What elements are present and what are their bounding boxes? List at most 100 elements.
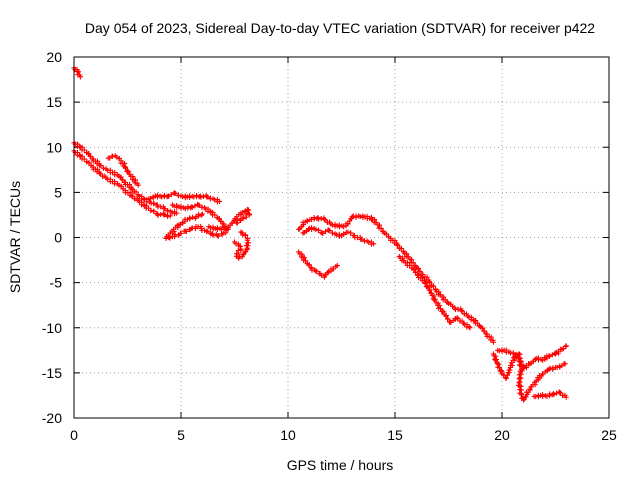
series-segment-11to14b xyxy=(296,213,375,232)
data-point xyxy=(129,186,135,192)
data-point xyxy=(165,208,171,214)
data-point xyxy=(167,213,173,219)
y-tick-label: 0 xyxy=(54,230,62,246)
data-point xyxy=(208,231,214,237)
data-point xyxy=(187,216,193,222)
data-point xyxy=(329,230,336,236)
data-point xyxy=(168,192,174,198)
series-descent-lower xyxy=(71,148,173,219)
data-point xyxy=(141,202,147,208)
series-hump-2h xyxy=(105,153,141,188)
y-tick-label: -15 xyxy=(42,365,62,381)
data-point xyxy=(151,208,157,214)
data-point xyxy=(345,229,351,235)
data-point xyxy=(341,224,347,230)
data-point xyxy=(348,230,354,236)
data-point xyxy=(174,210,180,216)
data-point xyxy=(326,269,332,275)
data-point xyxy=(398,245,405,252)
data-point xyxy=(148,207,154,214)
data-point xyxy=(563,343,569,349)
data-point xyxy=(205,194,211,200)
data-point xyxy=(496,361,502,367)
data-point xyxy=(315,227,322,233)
data-point xyxy=(479,325,485,331)
data-point xyxy=(86,160,92,166)
data-point xyxy=(234,220,240,226)
data-point xyxy=(145,205,152,211)
y-tick-label: 5 xyxy=(54,184,62,200)
data-point xyxy=(122,160,128,167)
data-point xyxy=(123,165,129,171)
data-point xyxy=(308,264,314,271)
data-point xyxy=(186,226,193,232)
data-point xyxy=(470,317,476,323)
data-point xyxy=(240,252,246,258)
data-point xyxy=(563,394,569,400)
data-point xyxy=(239,210,246,216)
data-point xyxy=(467,325,473,331)
data-point xyxy=(458,308,464,314)
data-point xyxy=(98,163,104,169)
data-point xyxy=(245,240,251,246)
data-point xyxy=(371,241,377,247)
data-point xyxy=(540,357,546,363)
data-point xyxy=(199,211,205,217)
plot-frame xyxy=(73,56,610,419)
series-start xyxy=(71,65,84,80)
data-point xyxy=(411,266,417,273)
data-point xyxy=(118,183,124,189)
data-point xyxy=(359,236,365,242)
data-point xyxy=(426,287,432,293)
data-point xyxy=(327,228,333,234)
data-point xyxy=(198,212,204,218)
series-descent-14to20b xyxy=(396,253,473,331)
data-point xyxy=(454,315,460,321)
series-cluster-19to23b xyxy=(495,343,569,371)
data-point xyxy=(341,231,347,237)
x-tick-label: 15 xyxy=(387,427,403,443)
x-tick-label: 25 xyxy=(601,427,617,443)
data-point xyxy=(378,225,384,232)
data-point xyxy=(436,302,442,309)
data-point xyxy=(320,230,326,236)
data-point xyxy=(189,214,196,220)
series-tail-8h xyxy=(231,229,251,261)
data-point xyxy=(417,268,423,275)
data-point xyxy=(245,207,252,213)
data-point xyxy=(175,192,181,198)
series-segment-11to14c xyxy=(300,225,377,247)
series-band-4to6 xyxy=(146,190,223,205)
data-point xyxy=(245,235,251,242)
data-point xyxy=(406,262,413,269)
data-point xyxy=(147,195,154,202)
chart-title: Day 054 of 2023, Sidereal Day-to-day VTE… xyxy=(85,20,595,36)
data-point xyxy=(193,214,199,220)
data-point xyxy=(151,200,157,206)
data-point xyxy=(243,242,249,249)
x-axis-label: GPS time / hours xyxy=(287,457,394,473)
data-point xyxy=(77,152,83,158)
data-point xyxy=(394,242,400,248)
data-point xyxy=(207,230,213,236)
y-tick-label: 10 xyxy=(46,139,62,155)
data-point xyxy=(459,308,465,314)
data-point xyxy=(496,365,503,371)
data-point xyxy=(324,270,331,276)
data-point xyxy=(237,217,243,223)
data-point xyxy=(395,242,401,249)
data-point xyxy=(426,279,432,285)
data-point xyxy=(422,280,428,287)
data-point xyxy=(162,212,168,218)
data-point xyxy=(204,228,210,234)
data-point xyxy=(427,279,433,286)
data-point xyxy=(518,359,524,365)
data-point xyxy=(431,297,437,303)
data-point xyxy=(126,169,132,175)
data-point xyxy=(517,355,523,361)
data-points xyxy=(71,65,569,403)
data-point xyxy=(455,315,461,322)
data-point xyxy=(162,206,168,212)
data-point xyxy=(81,156,87,162)
